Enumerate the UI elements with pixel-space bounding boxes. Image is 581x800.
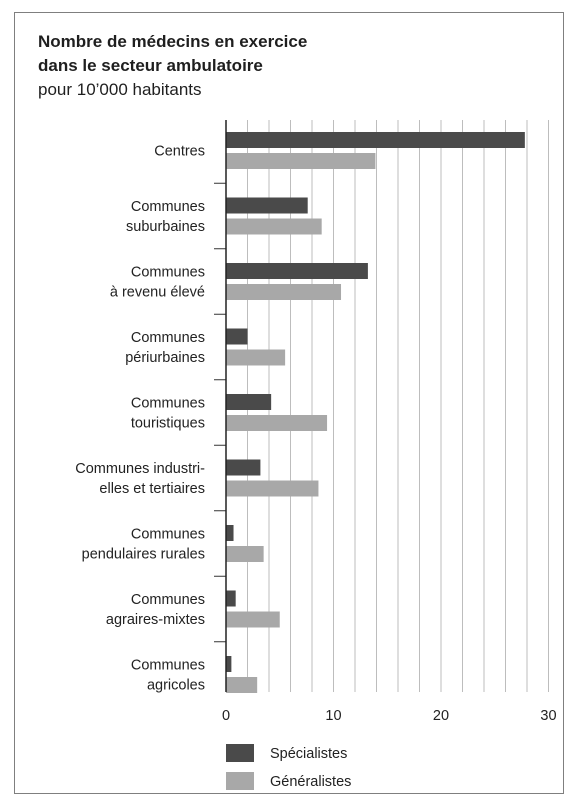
- bar-specialistes: [226, 328, 248, 345]
- x-tick-label: 0: [222, 708, 230, 724]
- x-tick-labels: 0 10 20 30: [222, 708, 557, 724]
- bar-specialistes: [226, 132, 525, 148]
- grid-lines: [247, 120, 549, 692]
- legend-label: Généralistes: [270, 774, 351, 790]
- category-label: Communes à revenu élevé: [110, 265, 205, 301]
- bar-generalistes: [226, 349, 286, 366]
- chart-title-line-2: dans le secteur ambulatoire: [38, 56, 263, 75]
- category-labels: Centres Communes suburbaines Communes à reve…: [75, 144, 205, 694]
- legend-swatch: [226, 772, 254, 790]
- legend: Spécialistes Généralistes: [226, 744, 351, 790]
- chart-title-line-1: Nombre de médecins en exercice: [38, 32, 308, 51]
- bar-specialistes: [226, 656, 232, 672]
- bar-specialistes: [226, 459, 261, 476]
- bars: [226, 132, 525, 693]
- legend-swatch: [226, 744, 254, 762]
- bar-specialistes: [226, 394, 272, 410]
- bar-specialistes: [226, 590, 236, 607]
- bar-generalistes: [226, 153, 376, 169]
- bar-generalistes: [226, 677, 258, 693]
- bar-generalistes: [226, 611, 280, 628]
- bar-generalistes: [226, 546, 264, 562]
- bar-generalistes: [226, 284, 342, 300]
- axes: [214, 120, 227, 692]
- x-tick-label: 20: [433, 708, 449, 724]
- bar-generalistes: [226, 415, 328, 431]
- category-label: Communes périurbaines: [125, 330, 205, 366]
- category-label: Communes industri-elles et tertiaires: [75, 461, 205, 497]
- bar-specialistes: [226, 525, 234, 541]
- bar-generalistes: [226, 480, 319, 497]
- chart-subtitle: pour 10’000 habitants: [38, 80, 202, 99]
- bar-specialistes: [226, 263, 368, 279]
- category-label: Communes agricoles: [131, 658, 205, 694]
- x-tick-label: 30: [540, 708, 556, 724]
- category-label: Communes agraires-mixtes: [106, 592, 205, 628]
- bar-specialistes: [226, 197, 308, 214]
- chart-title-block: Nombre de médecins en exercice dans le s…: [38, 30, 307, 102]
- category-label: Communes touristiques: [131, 396, 205, 432]
- category-label: Centres: [154, 144, 205, 160]
- legend-label: Spécialistes: [270, 746, 347, 762]
- bar-generalistes: [226, 218, 322, 235]
- category-label: Communes pendulaires rurales: [82, 527, 205, 563]
- category-label: Communes suburbaines: [126, 199, 205, 235]
- x-tick-label: 10: [325, 708, 341, 724]
